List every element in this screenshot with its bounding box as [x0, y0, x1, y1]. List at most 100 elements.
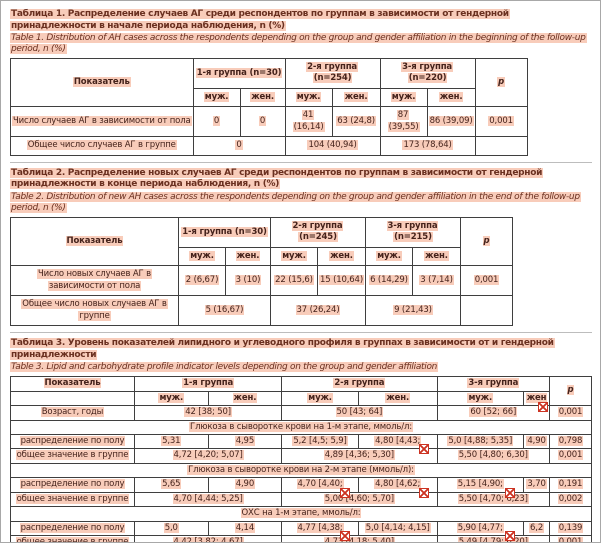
section-header-cell: Глюкоза в сыворотке крови на 1-м этапе, …: [10, 419, 592, 435]
group-header: 3-я группа (n=220): [379, 58, 476, 89]
value-cell: 4,14: [207, 520, 283, 537]
cell-text: 0,001: [473, 274, 500, 285]
cell-text: 5,00 [4,60; 5,70]: [323, 493, 395, 504]
broken-image-icon: [538, 402, 549, 413]
cell-text: 5,50 [4,70; 6,23]: [457, 493, 529, 504]
value-cell: 6,2: [523, 520, 551, 537]
group-header: 3-я группа: [436, 376, 551, 392]
cell-text: 1-я группа: [182, 378, 235, 389]
section-divider: [10, 332, 592, 334]
table-1-ah-cases-baseline: Показатель 1-я группа (n=30) 2-я группа (n…: [10, 57, 528, 156]
value-cell: 5,90 [4,77;: [436, 520, 525, 542]
value-cell: 0,191: [549, 477, 592, 493]
cell-text: жен.: [424, 250, 449, 261]
cell-text: 42 [38; 50]: [184, 407, 232, 418]
value-cell: 4,73 [4,18; 5,40]: [281, 535, 438, 542]
cell-text: 0,001: [557, 450, 584, 461]
value-cell: 60 [52; 66]: [436, 405, 551, 421]
column-header: жен.: [317, 246, 366, 267]
value-cell: 6 (14,29): [365, 265, 413, 297]
cell-text: 37 (26,24): [295, 304, 341, 315]
cell-text: 5,0 [4,88; 5,35]: [447, 435, 514, 446]
group-header: 2-я группа (n=254): [284, 58, 381, 89]
cell-text: муж.: [390, 91, 417, 102]
broken-image-icon: [339, 487, 350, 498]
cell-text: 0,001: [557, 407, 584, 418]
table-row: Показатель 1-я группа (n=30) 2-я группа (n…: [10, 57, 528, 108]
column-header: жен: [523, 390, 551, 413]
cell-text: жен.: [385, 392, 411, 403]
cell-text: 5 (16,67): [204, 304, 245, 315]
table2-title-en-text: Table 2. Distribution of new AH cases ac…: [10, 191, 581, 213]
cell-text: 4,42 [3,82; 4,67]: [172, 537, 244, 542]
cell-text: 0: [235, 140, 243, 151]
cell-text: 6,2: [529, 522, 545, 533]
cell-text: общее значение в группе: [15, 450, 130, 461]
cell-text: Число случаев АГ в зависимости от пола: [12, 116, 192, 127]
cell-text: 5,0 [4,14; 4,15]: [364, 522, 431, 533]
cell-text: 4,77 [4,38;: [296, 522, 344, 533]
value-cell: 4,80 [4,62;: [357, 477, 438, 498]
value-cell: 63 (24,8): [331, 106, 381, 138]
table1-title-ru: Таблица 1. Распределение случаев АГ сред…: [10, 9, 592, 32]
row-sublabel: распределение по полу: [10, 433, 135, 450]
table3-title-ru-text: Таблица 3. Уровень показателей липидного…: [10, 338, 555, 360]
table-row: Глюкоза в сыворотке крови на 1-м этапе, …: [10, 419, 592, 435]
cell-text: 22 (15,6): [274, 274, 314, 285]
row-label: Показатель: [10, 376, 135, 392]
cell-text: 3 (7,14): [419, 274, 454, 285]
cell-text: 15 (10,64): [319, 274, 364, 285]
value-cell: 4,90: [207, 477, 283, 493]
column-header: муж.: [365, 246, 413, 267]
broken-image-icon: [505, 487, 516, 498]
cell-text: муж.: [467, 392, 494, 403]
cell-text: распределение по полу: [19, 479, 126, 490]
table-row: Число новых случаев АГ в зависимости от …: [10, 265, 513, 297]
value-cell: 5 (16,67): [178, 295, 271, 327]
value-cell: 5,0 [4,88; 5,35]: [436, 433, 525, 450]
cell-text: распределение по полу: [19, 522, 126, 533]
column-header: муж.: [284, 87, 333, 108]
cell-text: 0,001: [488, 116, 514, 127]
value-cell: 5,0 [4,14; 4,15]: [357, 520, 438, 537]
value-cell: 9 (21,43): [365, 295, 461, 327]
section-header-cell: ОХС на 1-м этапе, ммоль/л:: [10, 506, 592, 522]
cell-text: ОХС на 1-м этапе, ммоль/л:: [240, 508, 362, 519]
row-label: [10, 390, 135, 407]
value-cell: 5,2 [4,5; 5,9]: [281, 433, 359, 450]
cell-text: 2-я группа (n=245): [291, 220, 344, 243]
group-header: 1-я группа: [133, 376, 283, 392]
cell-text: жен.: [235, 250, 261, 261]
broken-image-icon: [505, 531, 516, 542]
row-label: Показатель: [10, 57, 194, 108]
column-header: муж.: [192, 87, 241, 108]
broken-image-icon: [418, 444, 429, 455]
value-cell: 50 [43; 64]: [281, 405, 438, 421]
cell-text: жен.: [250, 91, 275, 102]
value-cell: 0,001: [549, 448, 592, 464]
table2-title-ru-text: Таблица 2. Распределение новых случаев А…: [10, 167, 544, 190]
value-cell: 5,15 [4,90;: [436, 477, 525, 498]
cell-text: p: [497, 76, 506, 87]
cell-text: 0,002: [557, 493, 584, 504]
table-row: Показатель 1-я группа (n=30) 2-я группа (n…: [10, 216, 513, 267]
cell-text: Показатель: [43, 378, 102, 389]
value-cell: 87 (39,55): [379, 106, 428, 138]
row-sublabel: распределение по полу: [10, 520, 135, 537]
row-sublabel: общее значение в группе: [10, 448, 135, 464]
cell-text: общее значение в группе: [15, 537, 130, 542]
cell-text: муж.: [203, 91, 230, 102]
cell-text: 1-я группа (n=30): [195, 67, 283, 78]
value-cell: 42 [38; 50]: [133, 405, 283, 421]
value-cell: 0,139: [549, 520, 592, 537]
cell-text: жен.: [438, 91, 464, 102]
row-sublabel: общее значение в группе: [10, 535, 135, 542]
cell-text: 4,80 [4,62;: [374, 479, 422, 490]
value-cell: 104 (40,94): [284, 136, 381, 156]
cell-text: 4,90: [526, 435, 547, 446]
table-row: муж. жен. муж. жен. муж. жен.: [11, 87, 528, 108]
cell-text: муж.: [158, 392, 185, 403]
table-row: распределение по полу 5,65 4,90 4,70 [4,40;…: [10, 477, 592, 498]
cell-text: Показатель: [72, 76, 131, 87]
column-header: жен.: [426, 87, 476, 108]
